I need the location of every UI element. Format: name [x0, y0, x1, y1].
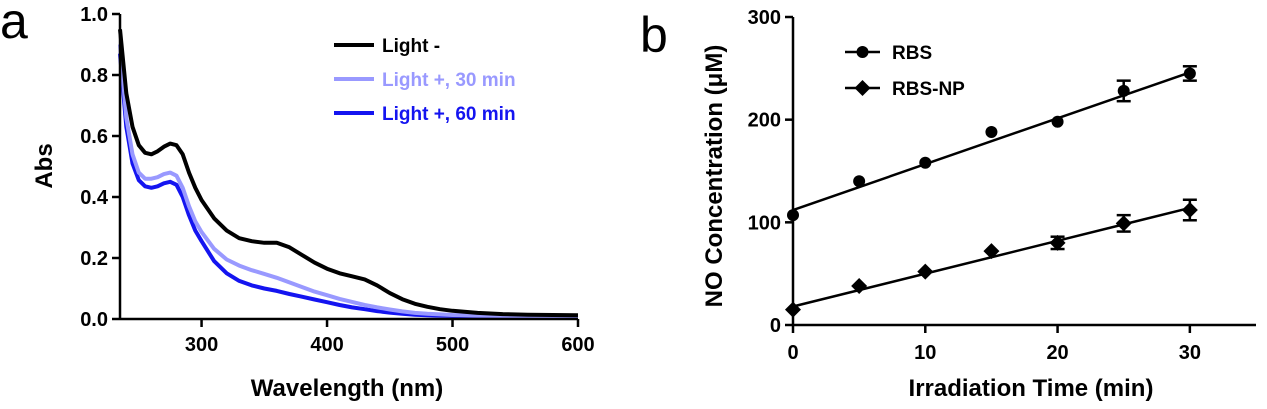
- y-tick-label: 200: [748, 110, 781, 132]
- x-tick-label: 20: [1046, 342, 1068, 364]
- data-point-rbs-np: [851, 277, 868, 294]
- y-tick-label: 0.4: [80, 187, 109, 209]
- legend-marker-rbs: [856, 46, 869, 58]
- data-point-rbs-np: [917, 263, 934, 280]
- legend-label-rbs-np: RBS-NP: [892, 79, 965, 100]
- data-point-rbs-np: [983, 243, 1000, 260]
- panel-a-letter: a: [0, 0, 28, 49]
- legend-label-light: Light -: [382, 36, 440, 57]
- fit-line-rbs: [792, 71, 1191, 212]
- y-tick-label: 0.2: [80, 248, 108, 270]
- y-tick-label: 0: [770, 315, 781, 337]
- x-tick-label: 500: [436, 334, 469, 356]
- series-line-light-30-min: [118, 44, 578, 319]
- x-tick-label: 400: [310, 334, 343, 356]
- data-point-rbs: [1051, 115, 1064, 128]
- x-tick-label: 10: [914, 342, 936, 364]
- data-point-rbs-np: [1115, 215, 1132, 232]
- x-tick-label: 0: [787, 342, 798, 364]
- data-point-rbs: [985, 125, 998, 138]
- y-tick-label: 300: [748, 7, 781, 29]
- legend-label-light-30-min: Light +, 30 min: [382, 70, 516, 91]
- y-tick-label: 0.6: [80, 126, 108, 148]
- legend-marker-rbs-np: [854, 80, 871, 96]
- legend-label-light-60-min: Light +, 60 min: [382, 104, 516, 125]
- data-point-rbs: [1117, 84, 1130, 97]
- series-line-light: [118, 29, 579, 318]
- panel-b-legend: RBS RBS-NP: [845, 43, 965, 100]
- panel-b-letter: b: [640, 7, 668, 63]
- panel-b-series-group: [785, 65, 1198, 318]
- y-tick-label: 0.0: [80, 309, 108, 331]
- panel-a-y-axis-title: Abs: [31, 143, 58, 188]
- legend-label-rbs: RBS: [892, 43, 932, 64]
- data-point-rbs-np: [1049, 234, 1066, 251]
- panel-a-series-group: [118, 29, 579, 319]
- y-tick-label: 1.0: [80, 4, 108, 26]
- panel-a-legend: Light - Light +, 30 min Light +, 60 min: [334, 36, 516, 125]
- data-point-rbs: [919, 156, 932, 169]
- data-point-rbs: [853, 175, 866, 188]
- y-tick-label: 100: [748, 212, 781, 234]
- panel-b-y-axis-title: NO Concentration (μM): [701, 45, 728, 308]
- x-tick-label: 600: [561, 334, 594, 356]
- data-point-rbs: [1183, 67, 1196, 80]
- panel-a-x-axis-title: Wavelength (nm): [251, 375, 443, 402]
- x-tick-label: 30: [1179, 342, 1201, 364]
- panel-b-x-axis-title: Irradiation Time (min): [909, 375, 1154, 402]
- data-point-rbs-np: [1181, 202, 1198, 219]
- panel-a-axes: 300 400 500 600 0.0 0.2 0.4 0.6 0.8 1.0: [80, 4, 595, 356]
- y-tick-label: 0.8: [80, 65, 108, 87]
- x-tick-label: 300: [185, 334, 218, 356]
- panel-a-absorbance-chart: a 300 400 500 600 0.0 0.2 0.4 0.6 0.8 1.0 Light -…: [0, 0, 595, 402]
